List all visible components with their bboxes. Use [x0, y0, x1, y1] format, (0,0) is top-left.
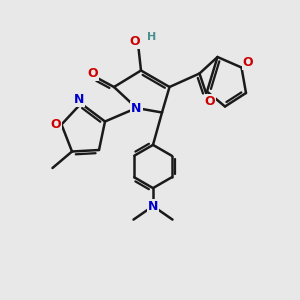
Text: N: N — [148, 200, 158, 213]
Text: O: O — [243, 56, 254, 69]
Text: O: O — [130, 35, 140, 49]
Text: O: O — [205, 95, 215, 108]
Text: N: N — [74, 93, 84, 106]
Text: O: O — [51, 118, 62, 131]
Text: N: N — [131, 101, 142, 115]
Text: O: O — [88, 67, 98, 80]
Text: H: H — [147, 32, 156, 43]
